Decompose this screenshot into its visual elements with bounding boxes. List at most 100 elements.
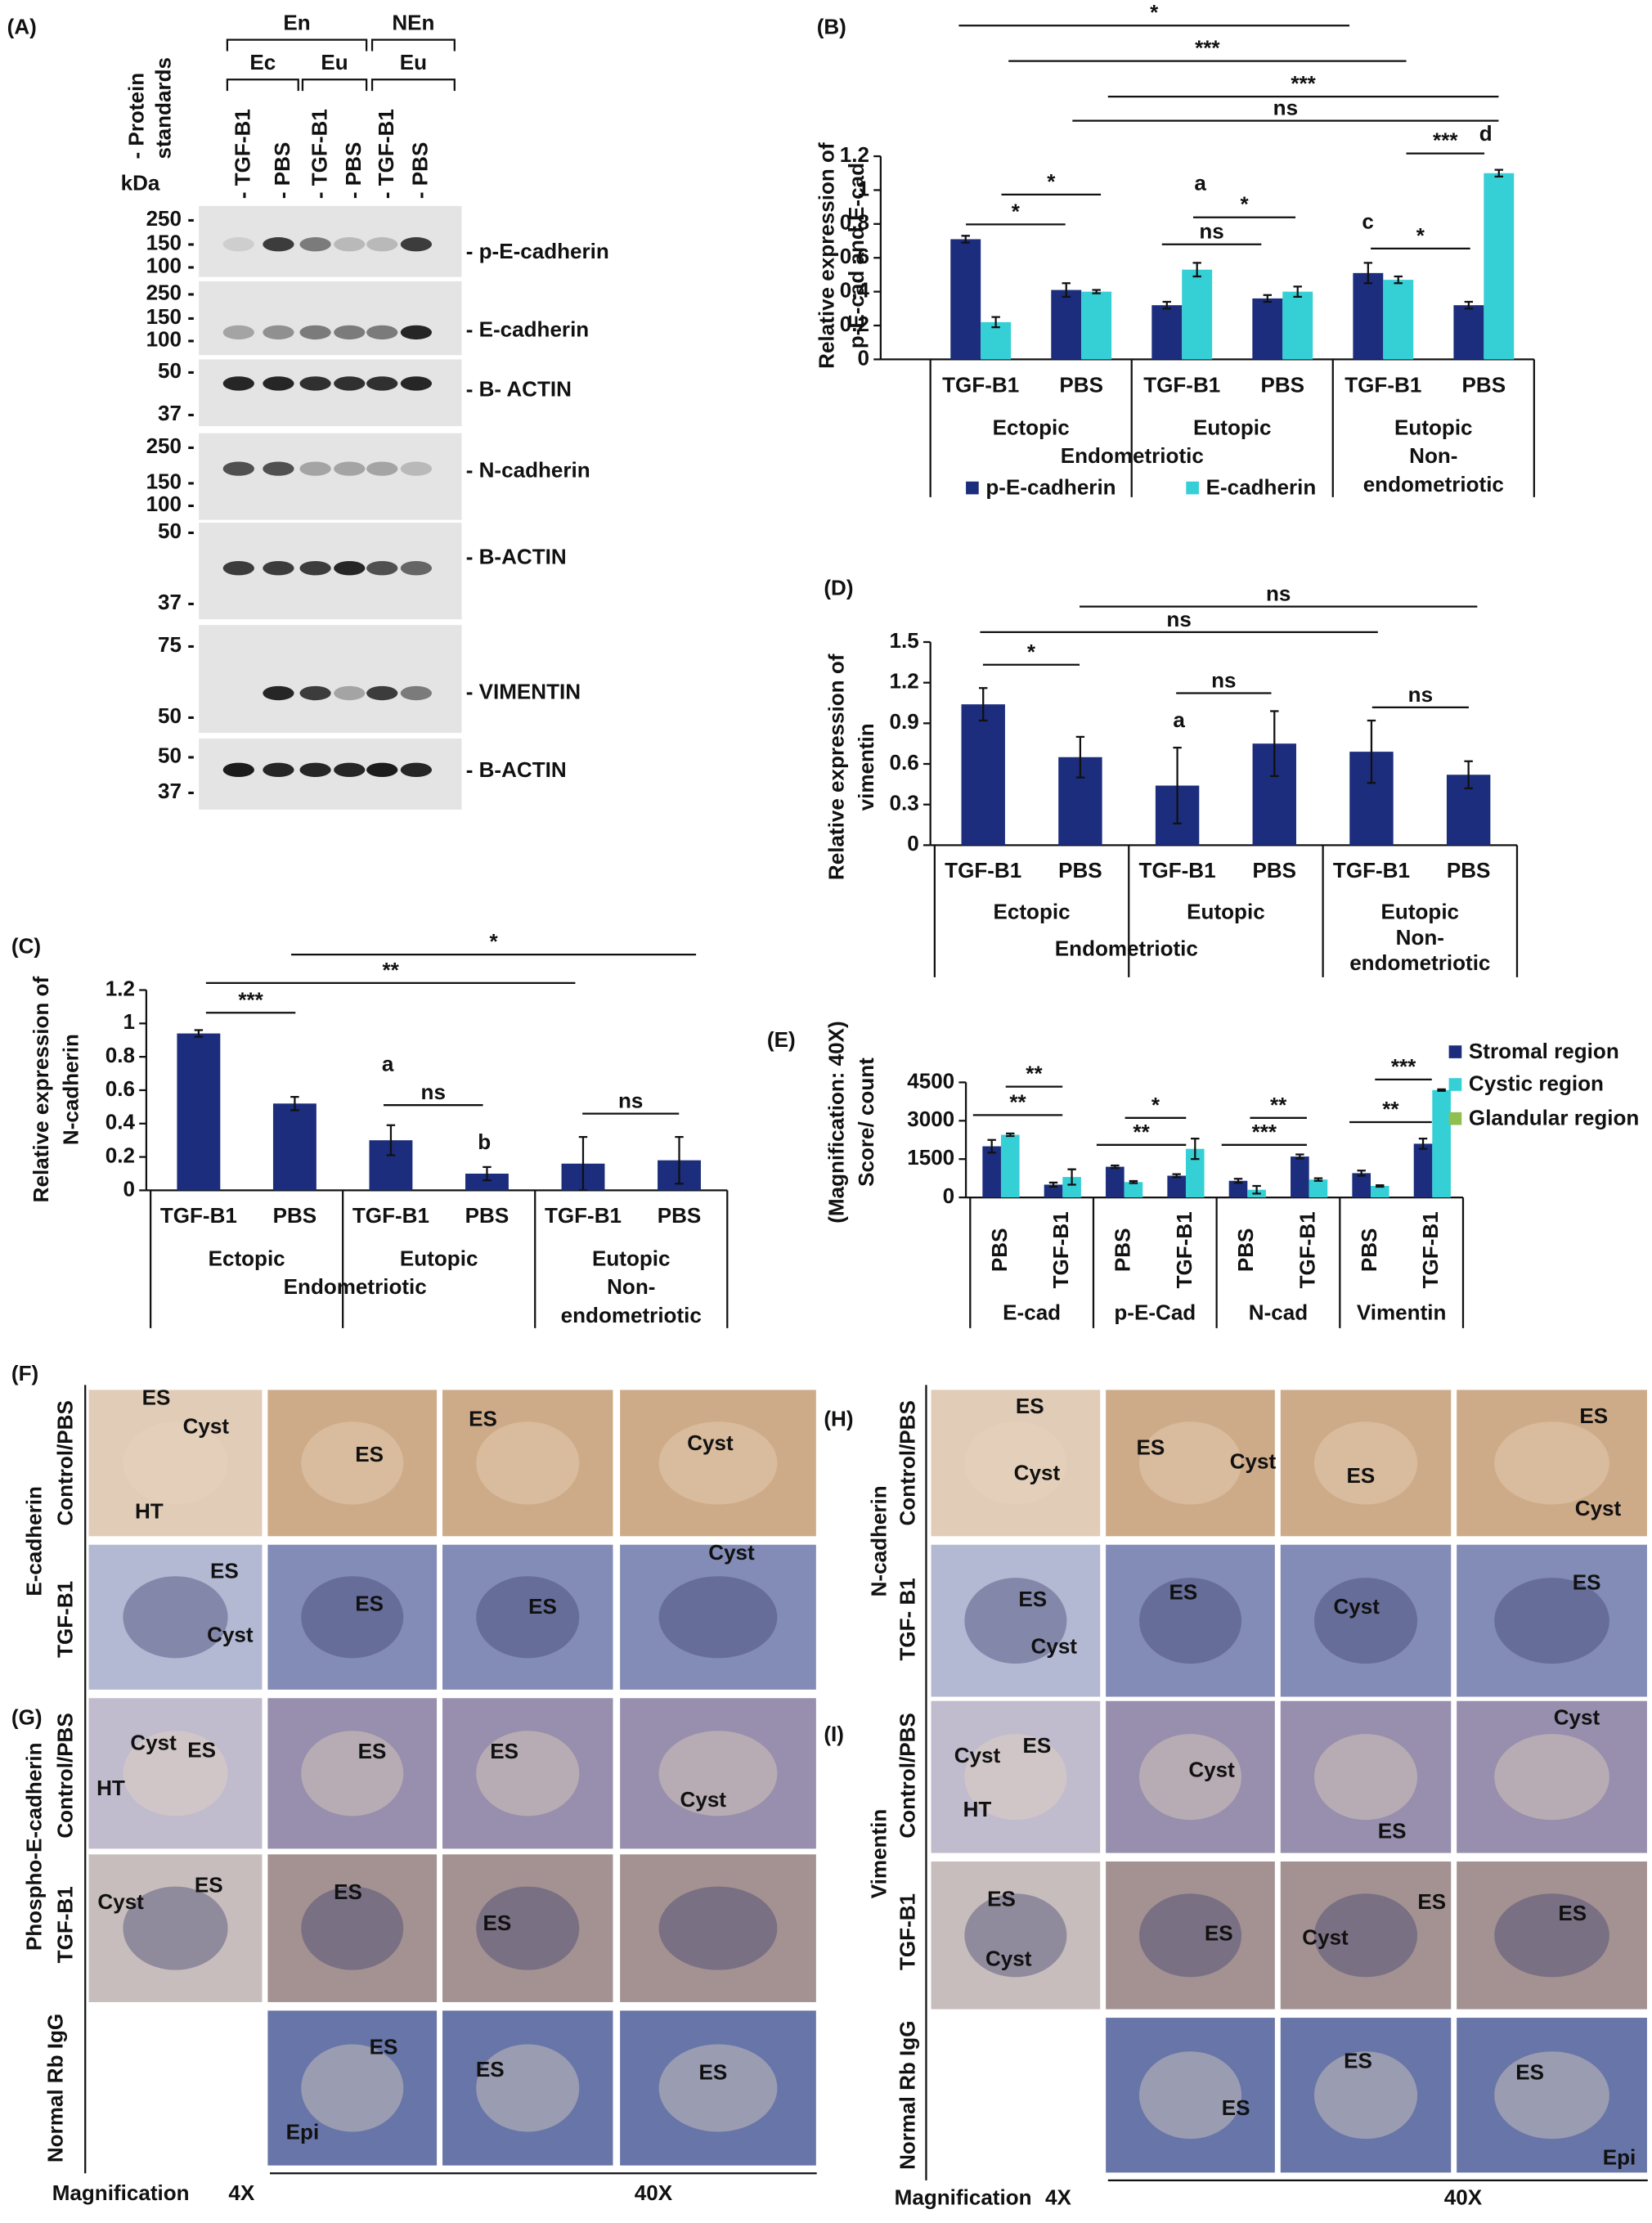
blot-band — [222, 762, 254, 777]
histology-image — [441, 1543, 615, 1691]
error-bar — [1062, 282, 1071, 298]
error-bar — [1067, 1168, 1076, 1186]
tissue-label: Cyst — [708, 1540, 755, 1565]
y-tick-label: 1 — [857, 176, 869, 200]
bar — [1081, 291, 1112, 360]
histology-image — [266, 1543, 438, 1691]
annotation-letter: a — [382, 1051, 394, 1076]
x-tick-label: PBS — [1059, 372, 1103, 397]
significance-label: * — [1047, 169, 1056, 194]
marker-label: 37 - — [158, 401, 195, 425]
y-tick-label: 1.2 — [890, 669, 919, 694]
histology-image — [1455, 2016, 1649, 2175]
tissue-label: ES — [1378, 1818, 1407, 1843]
error-bar — [386, 1124, 396, 1156]
tissue-feature — [1138, 1421, 1242, 1505]
marker-label: 50 - — [158, 519, 195, 543]
x-tick-label: TGF-B1 — [1048, 1211, 1073, 1288]
tissue-label: Cyst — [1302, 1925, 1349, 1950]
bar — [177, 1033, 221, 1191]
group-label: Non- — [607, 1274, 655, 1299]
marker-label: 50 - — [158, 743, 195, 768]
histology-image — [618, 2009, 818, 2167]
bar — [982, 1146, 1001, 1198]
tissue-label: ES — [528, 1594, 557, 1619]
legend-swatch — [1448, 1045, 1462, 1058]
error-bar — [961, 235, 970, 244]
tissue-label: Epi — [1603, 2145, 1636, 2170]
tissue-label: ES — [1137, 1435, 1165, 1459]
error-bar — [979, 687, 988, 722]
x-tick-label: TGF-B1 — [1172, 1211, 1196, 1288]
tissue-label: Cyst — [1554, 1704, 1600, 1729]
tissue-feature — [301, 1421, 404, 1505]
blot-band — [263, 561, 294, 576]
bar — [1106, 1166, 1125, 1198]
row-label: TGF-B1 — [895, 1893, 919, 1970]
legend-swatch — [966, 481, 979, 495]
tissue-label: Cyst — [1014, 1461, 1061, 1485]
histology-image — [1104, 1700, 1277, 1855]
bar — [465, 1173, 509, 1191]
significance-label: * — [1012, 199, 1021, 223]
histology-image — [1104, 1388, 1277, 1538]
tissue-label: ES — [476, 2057, 505, 2082]
tissue-label: ES — [358, 1739, 387, 1763]
significance-label: * — [489, 929, 498, 954]
blot-band — [400, 376, 433, 391]
histology-image — [618, 1852, 818, 2004]
blot-band — [299, 325, 331, 340]
x-tick-label: PBS — [273, 1203, 317, 1228]
marker-label: 75 - — [158, 632, 195, 657]
tissue-feature — [123, 1731, 228, 1817]
significance-label: * — [1027, 640, 1036, 664]
annotation-letter: a — [1173, 707, 1185, 732]
significance-label: * — [1240, 192, 1249, 217]
tissue-feature — [658, 2044, 778, 2132]
blot-band — [366, 685, 398, 701]
group-label: endometriotic — [561, 1303, 702, 1327]
error-bar — [1367, 719, 1376, 784]
x-tick-label: PBS — [1462, 372, 1506, 397]
lane-label: - PBS — [270, 142, 294, 199]
magnification-label: Magnification — [52, 2180, 190, 2205]
x-tick-label: TGF-B1 — [942, 372, 1019, 397]
tissue-label: ES — [1515, 2060, 1544, 2085]
y-tick-label: 1.2 — [840, 142, 869, 167]
tissue-label: ES — [1573, 1570, 1601, 1594]
y-tick-label: 0 — [943, 1183, 955, 1208]
histology-image — [87, 1696, 264, 1851]
group-label: Eutopic — [400, 1246, 478, 1270]
marker-label: 250 - — [146, 433, 195, 458]
magnification-label: 40X — [1444, 2185, 1483, 2209]
x-tick-label: PBS — [1260, 372, 1304, 397]
error-bar — [1252, 1184, 1261, 1195]
marker-label: 37 - — [158, 590, 195, 614]
error-bar — [1006, 1132, 1015, 1138]
lane-label: - PBS — [341, 142, 366, 199]
histology-image — [1455, 1860, 1649, 2011]
tissue-feature — [1313, 1893, 1418, 1978]
error-bar — [1295, 1153, 1304, 1160]
significance-label: ns — [1408, 682, 1433, 707]
tissue-label: ES — [1347, 1463, 1376, 1488]
error-bar — [1173, 747, 1182, 824]
marker-label: 100 - — [146, 327, 195, 352]
significance-label: *** — [1391, 1054, 1416, 1079]
error-bar — [483, 1165, 492, 1182]
y-tick-label: 0.6 — [105, 1076, 135, 1101]
error-bar — [1172, 1173, 1181, 1179]
histology-image — [1455, 1700, 1649, 1855]
bar — [1185, 1148, 1205, 1198]
histology-image — [618, 1543, 818, 1691]
blot-image — [199, 359, 462, 427]
tissue-feature — [1494, 1734, 1609, 1821]
standards-label: standards — [150, 57, 175, 159]
bar — [1000, 1134, 1020, 1198]
error-bar — [987, 1138, 996, 1154]
histology-image — [618, 1696, 818, 1851]
blot-band — [223, 686, 254, 700]
tissue-feature — [1313, 1421, 1418, 1505]
tissue-label: ES — [469, 1407, 497, 1431]
subheader-bracket — [226, 79, 299, 92]
